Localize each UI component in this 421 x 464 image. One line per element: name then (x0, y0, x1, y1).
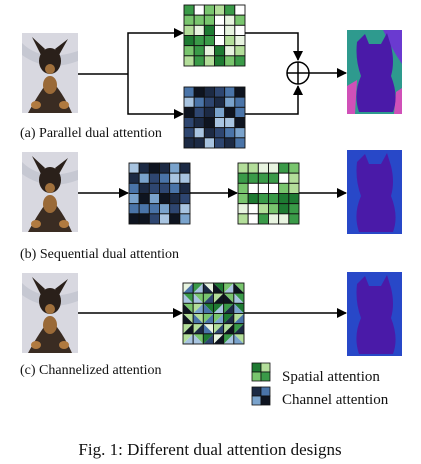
panel-sequential: (b) Sequential dual attention (20, 150, 402, 262)
segmentation-output-a (347, 30, 402, 114)
panel-caption-b: (b) Sequential dual attention (20, 247, 179, 262)
channel-attention-grid-a (183, 86, 246, 149)
panel-caption-a: (a) Parallel dual attention (20, 126, 162, 141)
figure-caption: Fig. 1: Different dual attention designs (78, 440, 341, 459)
dog-photo-c (22, 273, 78, 353)
segmentation-output-c (347, 272, 402, 356)
spatial-attention-grid-b (237, 162, 300, 225)
channelized-attention-grid (182, 282, 245, 345)
channel-attention-swatch-icon (251, 386, 271, 406)
legend: Spatial attention Channel attention (251, 362, 389, 408)
legend-label-spatial: Spatial attention (282, 369, 380, 385)
dog-photo-a (22, 33, 78, 113)
sum-operator-icon (286, 61, 310, 85)
arrow-to-spatial (127, 28, 184, 74)
segmentation-output-b (347, 150, 402, 234)
panel-caption-c: (c) Channelized attention (20, 363, 162, 378)
spatial-attention-swatch-icon (251, 362, 271, 382)
arrow-channel-to-sum (245, 85, 303, 115)
panel-channelized: (c) Channelized attention (20, 272, 402, 378)
panel-parallel: (a) Parallel dual attention (20, 4, 402, 149)
channel-attention-grid-b (128, 162, 191, 225)
spatial-attention-grid-a (183, 4, 246, 67)
arrow-spatial-to-sum (245, 32, 303, 61)
legend-label-channel: Channel attention (282, 392, 389, 408)
arrow-to-channel (127, 74, 184, 119)
dog-photo-b (22, 152, 78, 232)
